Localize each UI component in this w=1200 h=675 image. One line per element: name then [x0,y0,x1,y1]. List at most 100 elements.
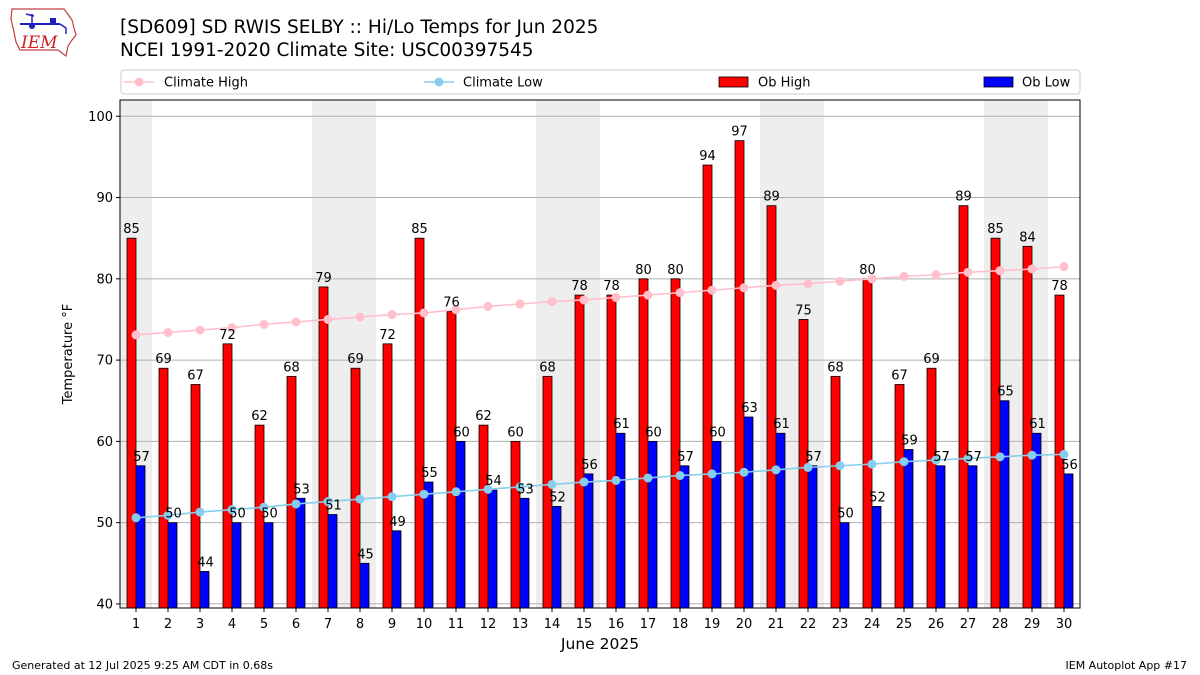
climate-low-point [483,484,493,494]
x-tick-label: 15 [576,617,593,632]
ob-high-bar [958,205,969,609]
legend-climate-low-marker [434,77,444,87]
ob-high-bar [926,367,937,609]
ob-low-label: 56 [1061,458,1078,473]
ob-low-bar [679,465,690,609]
ob-low-label: 57 [677,450,694,465]
climate-high-point [995,266,1005,276]
x-tick-label: 28 [992,617,1009,632]
climate-high-point [803,279,813,289]
ob-low-bar [327,514,338,609]
legend-ob-low-label: Ob Low [1022,76,1071,91]
climate-low-point [803,462,813,472]
climate-low-point [707,469,717,479]
ob-low-label: 57 [965,450,982,465]
climate-high-point [195,325,205,335]
climate-high-point [515,299,525,309]
climate-high-point [163,327,173,337]
climate-low-point [515,482,525,492]
ob-high-label: 80 [859,263,876,278]
ob-high-label: 72 [219,328,236,343]
ob-low-label: 61 [773,417,790,432]
ob-high-label: 78 [603,279,620,294]
climate-low-point [547,479,557,489]
ob-high-bar [638,278,649,609]
climate-high-point [771,280,781,290]
climate-low-point [835,461,845,471]
climate-low-point [323,497,333,507]
ob-low-label: 57 [805,450,822,465]
ob-high-bar [190,384,201,609]
climate-low-point [611,475,621,485]
ob-low-bar [839,522,850,609]
y-tick-label: 70 [96,354,113,369]
ob-low-label: 63 [741,401,758,416]
ob-high-label: 84 [1019,230,1036,245]
ob-low-bar [775,432,786,609]
climate-low-point [291,499,301,509]
ob-low-bar [295,497,306,609]
climate-high-point [675,288,685,298]
ob-low-bar [455,440,466,609]
footer-app: IEM Autoplot App #17 [1065,659,1188,672]
x-tick-label: 11 [448,617,465,632]
ob-high-bar [830,375,841,609]
iem-logo: IEM [10,8,77,58]
ob-low-bar [519,497,530,609]
x-tick-label: 9 [388,617,396,632]
climate-high-point [227,323,237,333]
climate-high-point [355,312,365,322]
ob-low-bar [423,481,434,609]
x-tick-label: 1 [132,617,140,632]
ob-low-label: 50 [229,507,246,522]
ob-low-label: 57 [133,450,150,465]
climate-high-point [419,308,429,318]
chart-subtitle: NCEI 1991-2020 Climate Site: USC00397545 [120,40,534,61]
y-tick-label: 80 [96,272,113,287]
ob-low-bar [647,440,658,609]
y-axis-label: Temperature °F [61,304,76,405]
ob-high-label: 67 [891,368,908,383]
climate-low-point [867,459,877,469]
ob-high-label: 69 [155,352,172,367]
climate-high-line [135,265,1065,336]
ob-high-label: 78 [1051,279,1068,294]
climate-high-point [1059,262,1069,272]
x-tick-label: 23 [832,617,849,632]
ob-high-label: 68 [283,360,300,375]
climate-low-point [1059,449,1069,459]
ob-high-label: 80 [667,263,684,278]
ob-high-bar [158,367,169,609]
legend-ob-low-swatch [983,76,1014,88]
y-tick-label: 50 [96,516,113,531]
ob-low-label: 60 [709,425,726,440]
legend-climate-high-label: Climate High [164,76,248,91]
ob-low-label: 51 [325,499,342,514]
legend-climate-low-label: Climate Low [463,76,543,91]
ob-high-bar [510,440,521,609]
climate-low-point [355,494,365,504]
ob-low-bar [711,440,722,609]
climate-high-point [707,285,717,295]
ob-low-label: 61 [1029,417,1046,432]
climate-low-point [195,507,205,517]
climate-low-point [131,513,141,523]
ob-low-bar [999,400,1010,609]
ob-high-label: 79 [315,271,332,286]
ob-low-label: 60 [453,425,470,440]
ob-low-bar [967,465,978,609]
climate-high-point [451,305,461,315]
legend-box [120,69,1081,95]
ob-low-bar [583,473,594,609]
ob-low-label: 61 [613,417,630,432]
x-tick-label: 30 [1056,617,1073,632]
ob-low-label: 52 [869,490,886,505]
climate-low-point [931,455,941,465]
climate-low-point [771,465,781,475]
climate-high-point [931,270,941,280]
ob-low-bar [551,505,562,609]
ob-low-label: 55 [421,466,438,481]
climate-low-point [227,505,237,515]
ob-high-label: 60 [507,425,524,440]
